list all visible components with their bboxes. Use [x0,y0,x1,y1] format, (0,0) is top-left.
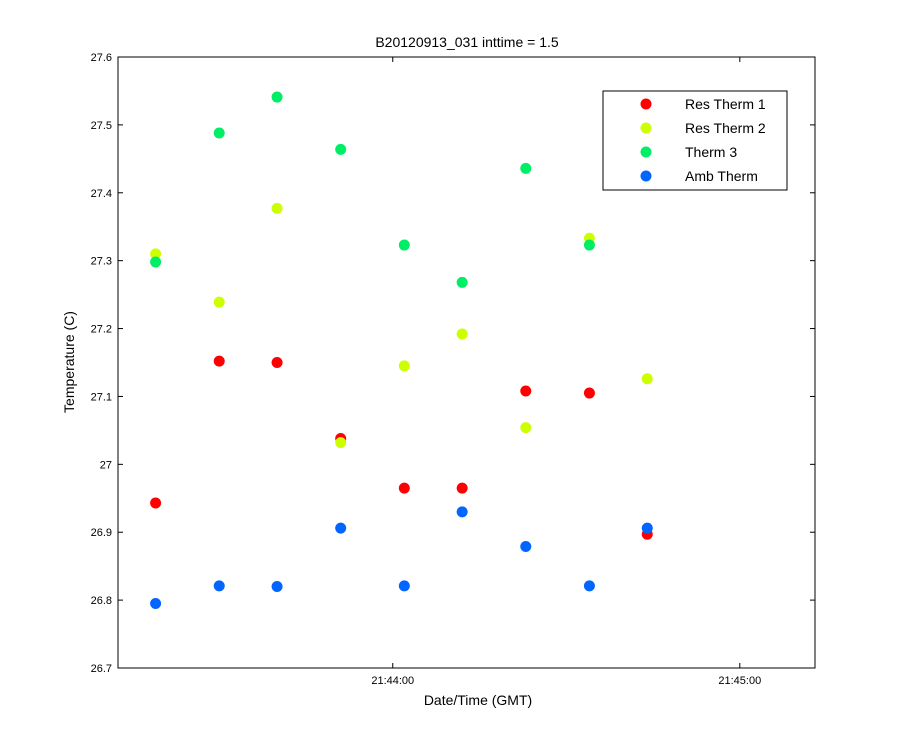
y-tick-label: 27.3 [91,256,112,268]
x-axis-label: Date/Time (GMT) [424,692,532,708]
y-axis-label: Temperature (C) [61,311,77,413]
y-tick-label: 26.7 [91,663,112,675]
point-therm-3 [456,276,468,288]
point-therm-3 [150,256,162,268]
point-amb-therm [271,581,283,593]
legend-marker-amb-therm [640,170,652,182]
point-amb-therm [213,580,225,592]
y-tick-label: 26.9 [91,527,112,539]
y-tick-label: 26.8 [91,595,112,607]
point-amb-therm [456,506,468,518]
legend: Res Therm 1 Res Therm 2 Therm 3 Amb Therm [602,90,788,191]
y-tick-label: 27.2 [91,324,112,336]
point-res-therm-2 [213,296,225,308]
y-tick-label: 27.6 [91,52,112,64]
point-res-therm-1 [398,482,410,494]
legend-marker-res-therm-1 [640,98,652,110]
point-res-therm-1 [456,482,468,494]
data-points [150,91,653,610]
point-therm-3 [271,91,283,103]
legend-box [602,90,788,191]
point-res-therm-1 [271,357,283,368]
legend-marker-therm-3 [640,146,652,158]
point-therm-3 [520,162,532,174]
point-res-therm-1 [150,497,162,509]
point-res-therm-1 [520,385,532,397]
point-res-therm-2 [335,437,347,449]
point-therm-3 [335,143,347,155]
legend-label-amb-therm: Amb Therm [685,168,758,184]
x-axis: 21:44:00 21:45:00 [371,57,761,687]
point-res-therm-1 [583,387,595,399]
point-res-therm-2 [456,328,468,340]
point-therm-3 [583,239,595,251]
y-tick-label: 27.1 [91,391,112,403]
legend-label-therm-3: Therm 3 [685,144,737,160]
legend-marker-res-therm-2 [640,122,652,134]
point-amb-therm [398,580,410,592]
point-res-therm-2 [398,360,410,372]
chart-title: B20120913_031 inttime = 1.5 [375,34,559,50]
point-therm-3 [398,239,410,251]
point-res-therm-2 [641,373,653,385]
point-amb-therm [520,540,532,552]
y-tick-label: 27.5 [91,120,112,132]
y-tick-label: 27.4 [91,188,112,200]
legend-label-res-therm-1: Res Therm 1 [685,96,766,112]
point-res-therm-1 [213,355,225,367]
point-amb-therm [150,598,162,610]
point-amb-therm [335,522,347,534]
legend-label-res-therm-2: Res Therm 2 [685,120,766,136]
point-res-therm-2 [150,248,162,260]
y-tick-label: 27 [100,459,112,471]
point-res-therm-2 [520,422,532,434]
y-axis: 26.7 26.8 26.9 27 27.1 27.2 27.3 27.4 27.5 27.6 [91,52,815,675]
point-amb-therm [641,522,653,534]
x-tick-label: 21:44:00 [371,675,414,687]
point-res-therm-2 [271,202,283,214]
point-therm-3 [213,127,225,139]
x-tick-label: 21:45:00 [718,675,761,687]
point-amb-therm [583,580,595,592]
